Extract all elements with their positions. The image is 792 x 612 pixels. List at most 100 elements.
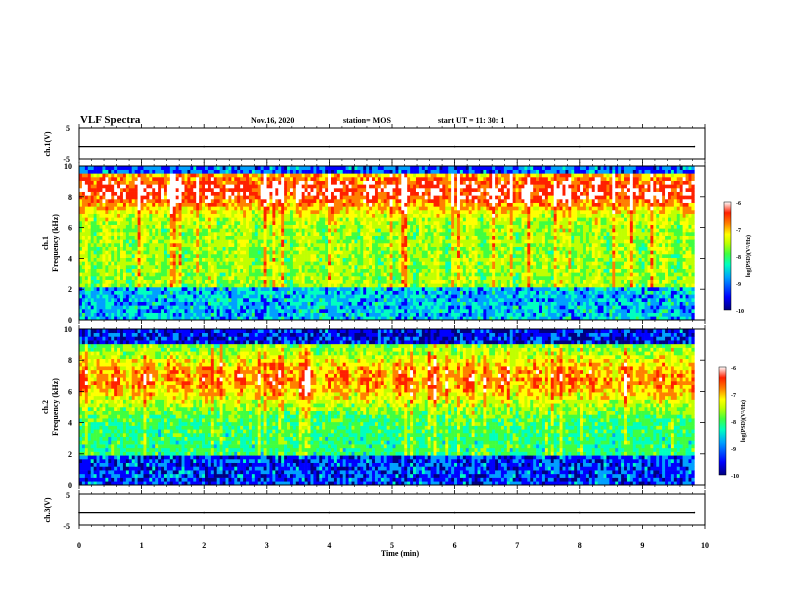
spectrogram-cell	[295, 250, 300, 255]
spectrogram-cell	[325, 279, 329, 284]
spectrogram-cell	[257, 202, 261, 207]
spectrogram-cell	[117, 213, 121, 218]
spectrogram-cell	[81, 228, 86, 233]
spectrogram-cell	[199, 276, 203, 280]
spectrogram-cell	[372, 191, 376, 196]
spectrogram-cell	[333, 213, 338, 218]
spectrogram-cell	[90, 316, 94, 321]
spectrogram-cell	[225, 232, 229, 236]
spectrogram-cell	[369, 239, 373, 244]
spectrogram-cell	[228, 239, 232, 244]
spectrogram-cell	[111, 250, 115, 255]
spectrogram-cell	[114, 202, 118, 207]
spectrogram-cell	[207, 265, 212, 269]
spectrogram-cell	[404, 283, 408, 288]
spectrogram-cell	[363, 235, 367, 240]
spectrogram-cell	[351, 210, 355, 214]
spectrogram-cell	[421, 210, 426, 214]
spectrogram-cell	[404, 294, 408, 299]
spectrogram-cell	[342, 287, 346, 291]
spectrogram-cell	[90, 246, 94, 251]
spectrogram-cell	[128, 268, 133, 273]
spectrogram-cell	[333, 287, 338, 291]
spectrogram-cell	[395, 279, 399, 284]
spectrogram-cell	[219, 283, 223, 288]
spectrogram-cell	[357, 177, 361, 181]
spectrogram-cell	[257, 283, 261, 288]
spectrogram-cell	[193, 239, 197, 244]
spectrogram-cell	[87, 316, 92, 321]
spectrogram-cell	[407, 309, 411, 313]
spectrogram-cell	[322, 316, 326, 321]
spectrogram-cell	[257, 232, 261, 236]
spectrogram-cell	[410, 261, 414, 266]
spectrogram-cell	[421, 254, 426, 258]
spectrogram-cell	[178, 235, 182, 240]
spectrogram-cell	[114, 246, 118, 251]
spectrogram-cell	[87, 166, 92, 170]
spectrogram-cell	[316, 169, 320, 174]
spectrogram-cell	[158, 268, 162, 273]
spectrogram-cell	[172, 254, 176, 258]
spectrogram-cell	[187, 276, 191, 280]
spectrogram-cell	[298, 272, 302, 277]
spectrogram-cell	[149, 202, 153, 207]
spectrogram-cell	[187, 210, 191, 214]
spectrogram-cell	[193, 312, 197, 317]
spectrogram-cell	[190, 276, 194, 280]
spectrogram-cell	[172, 224, 176, 229]
spectrogram-cell	[146, 287, 150, 291]
spectrogram-cell	[225, 191, 229, 196]
spectrogram-cell	[122, 173, 127, 178]
spectrogram-cell	[354, 268, 358, 273]
spectrogram-cell	[131, 309, 135, 313]
spectrogram-cell	[90, 272, 94, 277]
spectrogram-cell	[143, 173, 147, 178]
spectrogram-cell	[79, 283, 83, 288]
spectrogram-cell	[363, 283, 367, 288]
spectrogram-cell	[213, 169, 218, 174]
spectrogram-cell	[158, 243, 162, 247]
spectrogram-cell	[287, 305, 291, 310]
spectrogram-cell	[161, 195, 165, 200]
spectrogram-cell	[184, 312, 188, 317]
spectrogram-cell	[193, 246, 197, 251]
spectrogram-cell	[102, 287, 106, 291]
spectrogram-cell	[184, 257, 188, 262]
spectrogram-cell	[84, 184, 89, 189]
spectrogram-cell	[108, 199, 112, 203]
spectrogram-cell	[336, 166, 341, 170]
spectrogram-cell	[84, 180, 89, 185]
spectrogram-cell	[199, 184, 203, 189]
spectrogram-cell	[366, 265, 370, 269]
spectrogram-cell	[175, 309, 179, 313]
spectrogram-cell	[342, 217, 346, 222]
spectrogram-cell	[169, 173, 174, 178]
spectrogram-cell	[190, 177, 194, 181]
spectrogram-cell	[301, 217, 305, 222]
spectrogram-cell	[172, 199, 176, 203]
spectrogram-cell	[424, 305, 428, 310]
spectrogram-cell	[357, 265, 361, 269]
spectrogram-cell	[401, 199, 405, 203]
spectrogram-cell	[93, 265, 97, 269]
spectrogram-cell	[275, 298, 279, 302]
spectrogram-cell	[193, 228, 197, 233]
spectrogram-cell	[301, 279, 305, 284]
spectrogram-cell	[166, 184, 171, 189]
spectrogram-cell	[357, 250, 361, 255]
spectrogram-cell	[166, 246, 171, 251]
spectrogram-cell	[292, 276, 297, 280]
spectrogram-cell	[386, 309, 390, 313]
spectrogram-cell	[418, 272, 423, 277]
spectrogram-cell	[363, 298, 367, 302]
spectrogram-cell	[331, 294, 335, 299]
spectrogram-cell	[383, 213, 387, 218]
spectrogram-cell	[213, 177, 218, 181]
spectrogram-cell	[234, 283, 238, 288]
spectrogram-cell	[354, 228, 358, 233]
spectrogram-cell	[184, 301, 188, 306]
spectrogram-cell	[313, 316, 317, 321]
spectrogram-cell	[81, 265, 86, 269]
spectrogram-cell	[272, 191, 276, 196]
